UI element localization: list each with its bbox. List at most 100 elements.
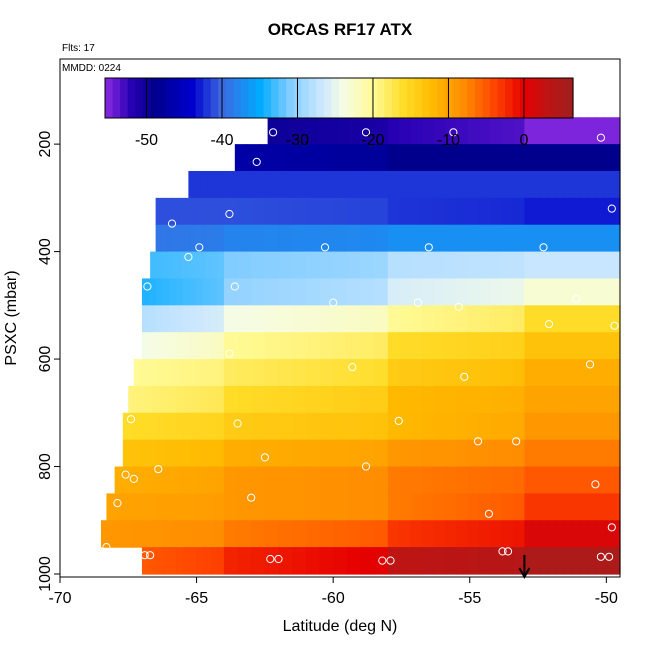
heat-cell (572, 332, 581, 360)
heat-cell (604, 412, 613, 441)
heat-cell (200, 170, 204, 199)
observation-point (361, 128, 371, 137)
heat-cell (433, 117, 446, 145)
heat-cell (136, 385, 145, 414)
heat-cell (490, 385, 503, 414)
heat-cell (556, 305, 565, 333)
heat-cell (596, 359, 605, 387)
heat-cell (217, 305, 225, 333)
heat-cell (305, 332, 321, 360)
heat-cell (596, 412, 605, 441)
heat-cell (540, 439, 549, 468)
heat-cell (164, 439, 174, 468)
heat-cell (292, 466, 307, 494)
heat-cell (556, 224, 565, 253)
heat-cell (196, 547, 205, 575)
heat-cell (176, 332, 184, 360)
heat-cell (572, 117, 581, 145)
heat-cell (433, 197, 446, 226)
observation-point (585, 360, 595, 369)
colorbar-segment (255, 78, 265, 118)
heat-cell (278, 439, 293, 468)
heat-cell (189, 197, 197, 226)
heat-cell (513, 278, 525, 306)
heat-cell (292, 520, 307, 548)
heat-cell (251, 251, 266, 280)
heat-cell (198, 439, 208, 468)
colorbar-tick-label: -30 (286, 132, 309, 149)
heat-cell (421, 170, 434, 199)
heat-cell (172, 520, 184, 548)
heat-cell (524, 170, 533, 199)
heat-cell (433, 412, 446, 441)
heat-cell (128, 385, 137, 414)
heat-cell (260, 144, 274, 172)
colorbar-segment (399, 78, 408, 118)
heat-cell (580, 278, 589, 306)
heat-cell (564, 170, 573, 199)
heat-cell (206, 197, 214, 226)
heat-cell (548, 305, 557, 333)
heat-cell (467, 197, 480, 226)
heat-cell (399, 305, 412, 333)
heat-cell (122, 439, 132, 468)
heat-cell (596, 117, 605, 145)
heat-cell (151, 466, 161, 494)
heat-cell (467, 359, 480, 387)
heat-cell (456, 493, 469, 521)
colorbar-segment (535, 78, 544, 118)
heat-cell (410, 117, 423, 145)
heat-cell (410, 493, 423, 521)
colorbar (104, 77, 574, 119)
heat-cell (604, 493, 613, 521)
heat-cell (311, 144, 325, 172)
heat-cell (264, 278, 280, 306)
heat-cell (490, 224, 503, 253)
heat-cell (205, 251, 213, 280)
heat-cell (513, 170, 525, 199)
heat-cell (421, 520, 434, 548)
heat-cell (513, 332, 525, 360)
colorbar-segment (316, 78, 325, 118)
heat-cell (467, 412, 480, 441)
heat-cell (333, 251, 348, 280)
heat-cell (319, 493, 334, 521)
heat-cell (346, 412, 362, 441)
heat-cell (305, 547, 321, 575)
heat-cell (399, 412, 412, 441)
heat-cell (612, 547, 621, 575)
heat-cell (168, 385, 177, 414)
heat-cell (197, 170, 201, 199)
heat-cell (292, 547, 307, 575)
heat-cell (444, 439, 457, 468)
heat-cell (194, 170, 198, 199)
heat-cell (360, 224, 375, 253)
heat-cell (572, 520, 581, 548)
heat-cell (478, 332, 491, 360)
heat-cell (421, 332, 434, 360)
heat-cell (588, 305, 597, 333)
heat-cell (444, 332, 457, 360)
heat-cell (580, 547, 589, 575)
heat-cell (374, 547, 389, 575)
observation-point (126, 415, 136, 424)
colorbar-tick-label: -50 (135, 132, 158, 149)
observation-point (424, 243, 433, 252)
heat-cell (604, 547, 613, 575)
heat-cell (190, 412, 200, 441)
heat-cell (305, 385, 321, 414)
heat-cell (548, 412, 557, 441)
heat-cell (456, 359, 469, 387)
heat-cell (150, 251, 157, 280)
x-axis: -70 -65 -60 -55 -50 (48, 577, 618, 607)
heat-cell (193, 251, 200, 280)
heat-cell (612, 197, 621, 226)
heat-cell (572, 224, 581, 253)
heat-cell (532, 466, 541, 494)
heat-cell (387, 197, 400, 226)
heat-cell (387, 305, 400, 333)
plot-frame (59, 58, 621, 578)
heat-cell (387, 117, 400, 145)
colorbar-segment (437, 78, 446, 118)
heat-cell (360, 493, 375, 521)
